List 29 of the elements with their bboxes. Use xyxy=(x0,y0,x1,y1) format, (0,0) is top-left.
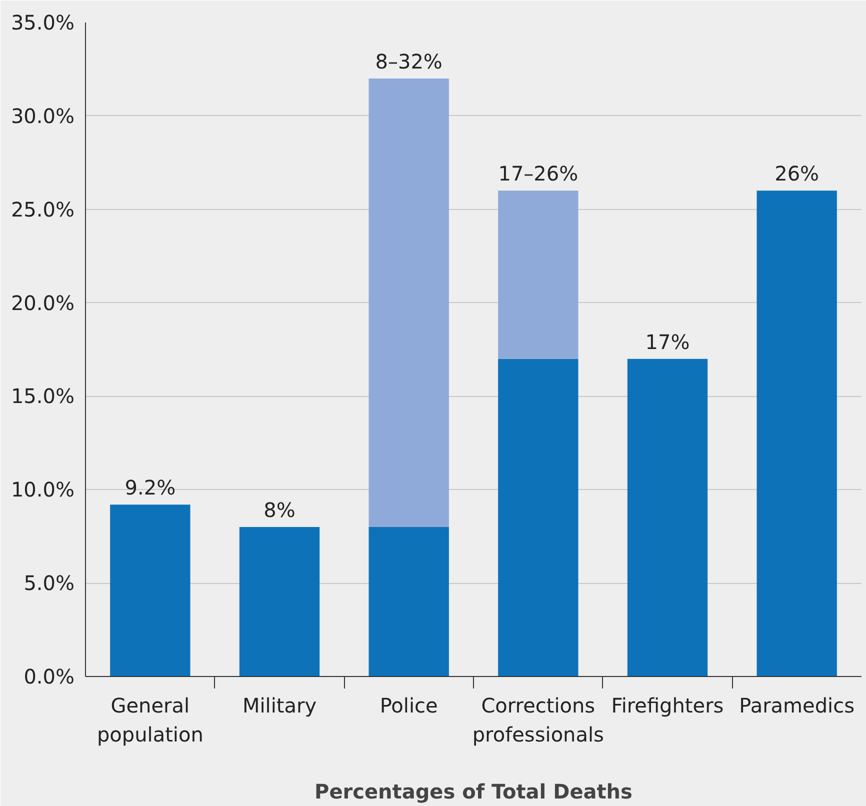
x-tick-label: Police xyxy=(380,694,438,718)
total-label: 8% xyxy=(264,498,296,522)
total-label: 26% xyxy=(774,162,820,186)
y-tick-label: 5.0% xyxy=(24,571,74,596)
y-tick-label: 30.0% xyxy=(10,104,75,128)
y-tick-label: 35.0% xyxy=(10,10,75,34)
total-label: 17–26% xyxy=(498,162,578,186)
total-label: 17% xyxy=(645,330,690,354)
bar xyxy=(239,527,320,676)
y-tick-label: 10.0% xyxy=(10,478,75,502)
bar xyxy=(368,527,449,676)
x-tick-label: Military xyxy=(242,694,317,718)
x-axis-title: Percentages of Total Deaths xyxy=(314,779,632,804)
bar xyxy=(627,358,708,676)
bar xyxy=(756,190,837,676)
x-tick-label: General population xyxy=(96,694,204,746)
y-tick-label: 25.0% xyxy=(10,197,75,222)
x-tick-label: Paramedics xyxy=(739,694,855,718)
total-label: 8–32% xyxy=(375,50,442,74)
total-label: 9.2% xyxy=(124,476,176,500)
bar xyxy=(110,504,190,676)
y-tick-label: 0.0% xyxy=(24,664,74,688)
bar xyxy=(498,190,578,359)
x-tick-label: Firefighters xyxy=(611,694,724,718)
x-tick-label: Corrections professionals xyxy=(472,694,604,746)
y-tick-label: 15.0% xyxy=(10,384,75,408)
bar xyxy=(498,358,578,676)
y-tick-label: 20.0% xyxy=(10,290,75,315)
bar xyxy=(368,78,449,528)
